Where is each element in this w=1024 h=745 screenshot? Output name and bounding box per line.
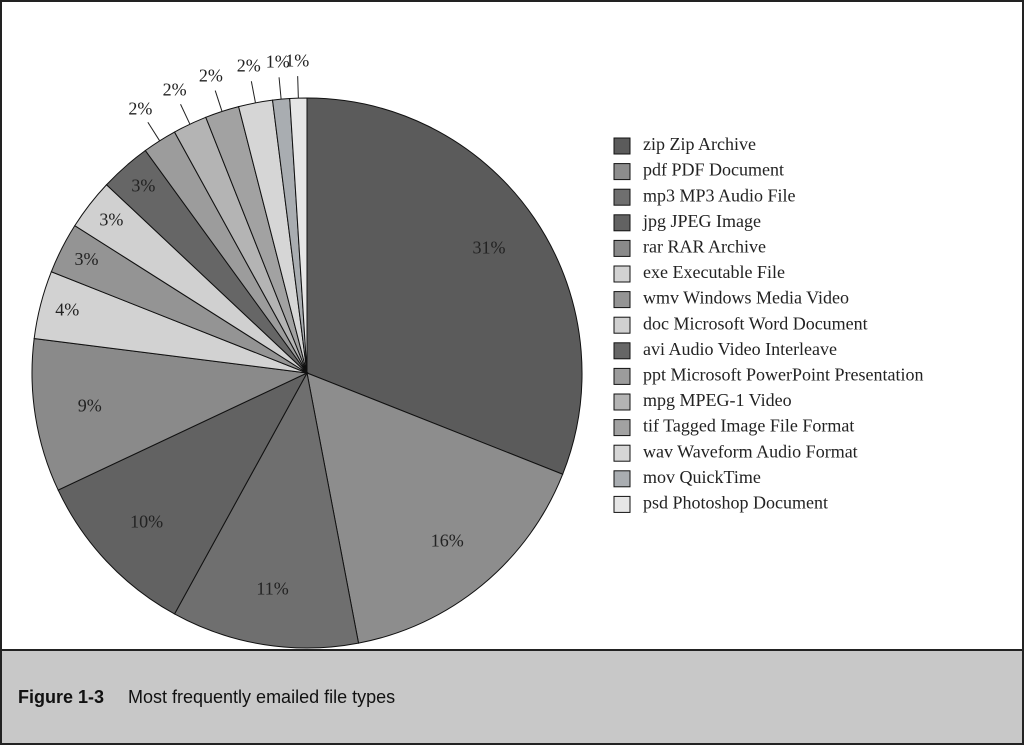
data-label: 3% [99,209,123,229]
legend-label: wav Waveform Audio Format [643,441,858,461]
legend-label: mpg MPEG-1 Video [643,390,792,410]
figure-label: Figure 1-3 [18,687,104,707]
data-label: 16% [431,531,464,551]
legend-swatch [613,367,631,385]
legend-label: ppt Microsoft PowerPoint Presentation [643,365,923,385]
legend-label: exe Executable File [643,262,785,282]
leader-line [180,104,191,125]
legend-label: psd Photoshop Document [643,493,828,513]
data-label: 11% [256,578,288,598]
legend-swatch [613,137,631,155]
legend-label: doc Microsoft Word Document [643,313,868,333]
legend-swatch [613,393,631,411]
data-label: 2% [237,56,261,76]
legend-label: jpg JPEG Image [642,211,761,231]
legend-swatch [613,188,631,206]
legend-swatch [613,316,631,334]
pie-slice [57,371,309,615]
leader-line [147,121,161,142]
data-label: 1% [266,52,290,72]
pie-slice [173,371,360,649]
pie-slice [306,372,564,644]
legend-swatch [613,291,631,309]
leader-line [250,81,256,103]
legend-label: zip Zip Archive [643,134,756,154]
legend-label: tif Tagged Image File Format [643,416,854,436]
legend-swatch [613,342,631,360]
data-label: 3% [131,175,155,195]
legend-swatch [613,419,631,437]
pie-slice [31,337,309,491]
legend-label: mov QuickTime [643,467,761,487]
legend-swatch [613,239,631,257]
data-label: 10% [130,512,163,532]
legend-swatch [613,495,631,513]
legend-label: avi Audio Video Interleave [643,339,837,359]
legend-swatch [613,163,631,181]
pie-slice [306,97,583,475]
legend-label: mp3 MP3 Audio File [643,185,796,205]
data-label: 3% [74,249,98,269]
leader-line [214,90,223,112]
caption-band [2,650,1022,743]
data-label: 2% [128,99,152,119]
data-label: 2% [199,65,223,85]
legend-label: pdf PDF Document [643,160,784,180]
legend-label: wmv Windows Media Video [643,288,849,308]
legend-label: rar RAR Archive [643,237,766,257]
leader-line [278,77,282,100]
data-label: 2% [163,80,187,100]
leader-line [297,76,299,99]
legend-swatch [613,470,631,488]
data-label: 9% [78,396,102,416]
data-label: 31% [472,237,505,257]
data-label: 1% [285,50,309,70]
data-label: 4% [55,300,79,320]
chart-title: Most frequently emailed file types [128,687,395,707]
legend-swatch [613,444,631,462]
legend-swatch [613,265,631,283]
legend-swatch [613,214,631,232]
